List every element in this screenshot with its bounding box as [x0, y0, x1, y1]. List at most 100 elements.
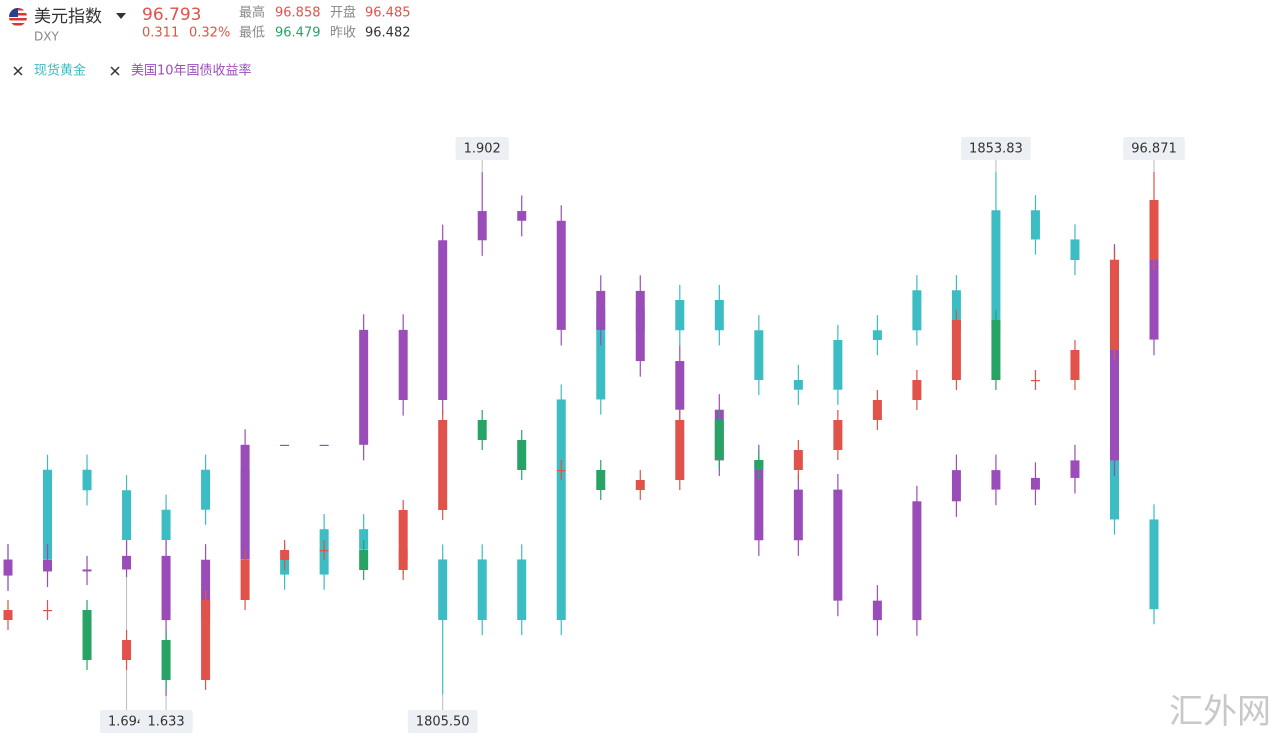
stat-value: 96.858: [275, 6, 321, 21]
candle-body: [43, 559, 53, 572]
stat-label: 最低: [239, 26, 265, 41]
candle-body: [438, 559, 448, 620]
candle-body: [43, 469, 53, 560]
candle-body: [477, 211, 487, 241]
candle-body: [793, 380, 803, 390]
candle-body: [82, 569, 92, 572]
candle-body: [951, 320, 961, 380]
candle-body: [240, 560, 250, 600]
dropdown-caret[interactable]: [116, 13, 126, 19]
candle-body: [319, 550, 329, 552]
extreme-label: 1.633: [147, 715, 184, 730]
stat-value: 96.479: [275, 26, 321, 41]
stat-label: 开盘: [330, 5, 356, 21]
candle-body: [280, 550, 290, 560]
candle-body: [201, 559, 211, 621]
extreme-label: 1.694: [108, 715, 145, 730]
extreme-label-box: [455, 137, 509, 160]
title: 美元指数: [34, 7, 102, 27]
candle-body: [161, 555, 171, 621]
watermark: 汇外网: [1169, 692, 1271, 732]
stat-value: 96.485: [365, 6, 411, 21]
candle-body: [1149, 259, 1159, 340]
candle-body: [714, 300, 724, 331]
candle-body: [675, 361, 685, 410]
candle-body: [319, 444, 329, 447]
change-pct: 0.32%: [189, 26, 230, 41]
candle-body: [517, 440, 527, 470]
candle-body: [754, 460, 764, 541]
candle-body: [240, 444, 250, 560]
stat-label: 昨收: [330, 26, 356, 41]
candle-body: [596, 309, 606, 400]
candle-body: [161, 640, 171, 680]
candle-body: [991, 470, 1001, 490]
subtitle: DXY: [34, 30, 59, 44]
candle-body: [517, 559, 527, 620]
candle-body: [122, 555, 132, 570]
candle-body: [596, 470, 606, 490]
candle-body: [438, 420, 448, 510]
candle-body: [1109, 259, 1119, 461]
candle-body: [912, 501, 922, 621]
candle-body: [201, 469, 211, 510]
stat-value: 96.482: [365, 26, 411, 41]
candle-body: [991, 320, 1001, 380]
candle-body: [675, 420, 685, 480]
extreme-label-box: [961, 137, 1031, 160]
candle-body: [1149, 519, 1159, 610]
candle-body: [398, 329, 408, 400]
candle-body: [122, 490, 132, 540]
last-price: 96.793: [142, 5, 201, 25]
candle-body: [714, 420, 724, 460]
change: 0.311: [142, 26, 179, 41]
candle-body: [122, 640, 132, 660]
flag-icon: [9, 8, 27, 26]
candle-body: [991, 210, 1001, 331]
extreme-label: 1853.83: [969, 142, 1023, 157]
candle-body: [82, 610, 92, 660]
candle-body: [951, 470, 961, 502]
candle-body: [1070, 350, 1080, 380]
candle-body: [556, 399, 566, 620]
candle-body: [793, 489, 803, 541]
candle-body: [359, 529, 369, 550]
candle-body: [556, 220, 566, 330]
legend-item[interactable]: 现货黄金: [13, 63, 86, 79]
legend-close-icon: [110, 66, 120, 76]
legend-close-icon: [13, 66, 23, 76]
candle-body: [1149, 200, 1159, 260]
candle-body: [82, 469, 92, 491]
candle-body: [1070, 239, 1080, 260]
candle-body: [359, 550, 369, 570]
extreme-label-box: [407, 710, 478, 733]
candle-body: [635, 290, 645, 362]
candle-body: [1070, 460, 1080, 478]
candle-body: [833, 489, 843, 601]
candle-body: [754, 460, 764, 470]
candle-body: [833, 340, 843, 390]
legend-item[interactable]: 美国10年国债收益率: [110, 63, 252, 79]
extreme-label: 96.871: [1131, 142, 1177, 157]
candle-body: [477, 559, 487, 620]
candle-body: [1030, 477, 1040, 490]
candle-body: [912, 290, 922, 331]
candle-body: [1030, 210, 1040, 240]
candle-body: [596, 290, 606, 330]
candle-body: [793, 450, 803, 470]
candle-body: [3, 610, 13, 620]
candle-body: [1109, 260, 1119, 350]
candle-body: [201, 600, 211, 680]
candle-body: [912, 380, 922, 400]
extreme-label: 1805.50: [416, 715, 470, 730]
candle-body: [872, 330, 882, 340]
candle-body: [833, 420, 843, 450]
candle-body: [872, 600, 882, 621]
extreme-label: 1.902: [464, 142, 501, 157]
stat-label: 最高: [239, 5, 265, 21]
candle-body: [3, 559, 13, 576]
candle-body: [438, 240, 448, 400]
candle-body: [477, 420, 487, 440]
candle-body: [1030, 380, 1040, 382]
